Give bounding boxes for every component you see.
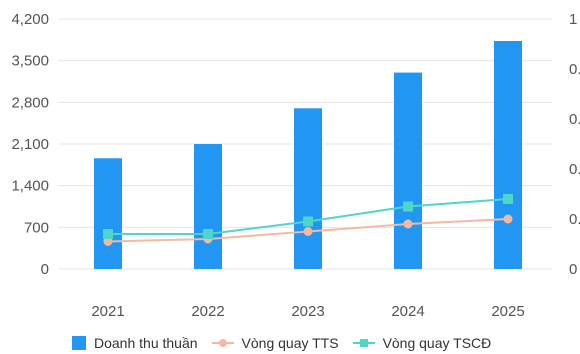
x-tick-label: 2025 [491, 303, 524, 320]
y-left-tick-label: 3,500 [11, 53, 49, 70]
y-axis-left: 0 700 1,400 2,100 2,800 3,500 4,200 [11, 11, 49, 278]
x-axis: 2021 2022 2023 2024 2025 [91, 303, 524, 320]
tscd-marker [203, 229, 213, 239]
legend-swatch-bar [72, 336, 86, 350]
legend-item-tts: Vòng quay TTS [211, 335, 339, 351]
y-left-tick-label: 0 [41, 261, 49, 278]
x-tick-label: 2022 [191, 303, 224, 320]
tscd-marker [403, 201, 413, 212]
legend-swatch-tscd [352, 336, 375, 350]
y-right-tick-label: 0. [569, 161, 580, 178]
bar [94, 158, 122, 269]
y-right-tick-label: 1 [569, 11, 577, 28]
tts-marker [503, 214, 513, 224]
y-right-tick-label: 0. [569, 111, 580, 128]
y-left-tick-label: 4,200 [11, 11, 49, 28]
legend-item-tscd: Vòng quay TSCĐ [352, 335, 492, 351]
tscd-marker [303, 216, 313, 227]
x-tick-label: 2024 [391, 303, 424, 320]
chart-plot: 0 700 1,400 2,100 2,800 3,500 4,200 0 0. 0. 0. 0. 1… [11, 11, 580, 320]
tts-marker [403, 219, 413, 229]
tts-marker [103, 237, 113, 246]
y-axis-right: 0 0. 0. 0. 0. 1 [569, 11, 580, 278]
legend-item-revenue: Doanh thu thuần [72, 335, 198, 351]
bar [494, 41, 522, 270]
y-left-tick-label: 2,800 [11, 94, 49, 111]
y-left-tick-label: 2,100 [11, 136, 49, 153]
x-tick-label: 2023 [291, 303, 324, 320]
tscd-marker [103, 229, 113, 239]
y-right-tick-label: 0. [569, 211, 580, 228]
line-series [103, 194, 513, 246]
bar-series [94, 41, 522, 270]
y-right-tick-label: 0 [569, 261, 577, 278]
y-right-tick-label: 0. [569, 61, 580, 78]
x-tick-label: 2021 [91, 303, 124, 320]
legend: Doanh thu thuần Vòng quay TTS Vòng quay … [72, 334, 505, 352]
y-left-tick-label: 700 [24, 219, 49, 236]
bar [394, 72, 422, 269]
legend-label-revenue: Doanh thu thuần [94, 335, 198, 351]
tscd-marker [503, 194, 513, 204]
bar [294, 108, 322, 270]
legend-label-tts: Vòng quay TTS [241, 335, 339, 351]
y-left-tick-label: 1,400 [11, 178, 49, 195]
tts-marker [303, 227, 313, 236]
legend-label-tscd: Vòng quay TSCĐ [382, 335, 492, 351]
bar [194, 144, 222, 269]
legend-swatch-tts [211, 336, 234, 350]
